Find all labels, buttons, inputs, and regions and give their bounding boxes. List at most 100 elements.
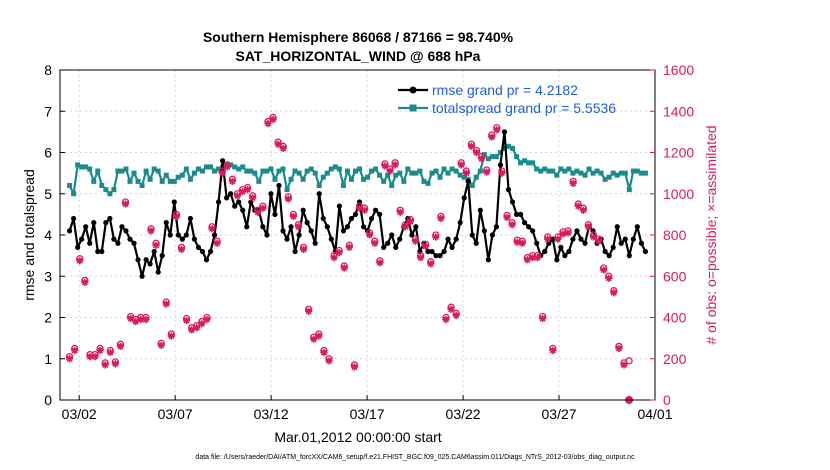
obs-assimilated-point xyxy=(589,233,598,241)
obs-assimilated-point xyxy=(401,223,409,231)
rmse-point xyxy=(513,211,520,217)
rmse-point xyxy=(497,162,504,168)
obs-assimilated-point xyxy=(294,223,303,231)
obs-assimilated-stroke xyxy=(325,357,333,364)
rmse-point xyxy=(75,244,81,250)
obs-assimilated-point xyxy=(162,300,170,308)
obs-assimilated-point xyxy=(594,237,603,245)
obs-assimilated-stroke xyxy=(219,170,226,177)
obs-assimilated-point xyxy=(472,148,481,157)
totalspread-point xyxy=(332,164,338,170)
obs-assimilated-point xyxy=(96,346,104,355)
legend-rmse-label: rmse grand pr = 4.2182 xyxy=(432,82,578,98)
totalspread-point xyxy=(618,170,624,176)
rmse-point xyxy=(215,199,222,205)
obs-assimilated-stroke xyxy=(488,133,495,141)
obs-assimilated-point xyxy=(157,341,165,349)
totalspread-point xyxy=(461,174,467,180)
rmse-point xyxy=(352,211,359,217)
rmse-point xyxy=(99,248,105,255)
obs-assimilated-point xyxy=(249,194,257,202)
obs-assimilated-stroke xyxy=(346,244,353,251)
obs-assimilated-point xyxy=(422,242,430,250)
rmse-point xyxy=(433,253,439,259)
totalspread-point xyxy=(530,160,536,166)
right-y-tick-label: 600 xyxy=(663,268,687,284)
obs-assimilated-point xyxy=(172,212,181,221)
obs-assimilated-point xyxy=(503,213,511,222)
rmse-point xyxy=(143,257,149,263)
obs-assimilated-stroke xyxy=(341,264,348,272)
rmse-point xyxy=(123,228,129,234)
obs-assimilated-point xyxy=(584,223,592,231)
totalspread-point xyxy=(252,170,258,176)
rmse-point xyxy=(284,236,290,242)
totalspread-point xyxy=(485,156,491,162)
rmse-point xyxy=(348,215,355,222)
rmse-point xyxy=(542,248,548,255)
totalspread-point xyxy=(582,172,588,178)
obs-assimilated-point xyxy=(177,245,186,254)
obs-assimilated-stroke xyxy=(473,149,480,156)
obs-assimilated-point xyxy=(518,239,526,247)
left-y-axis-label: rmse and totalspread xyxy=(21,169,37,301)
rmse-point xyxy=(316,191,322,197)
obs-assimilated-point xyxy=(167,332,175,340)
totalspread-point xyxy=(163,172,169,178)
obs-assimilated-stroke xyxy=(366,231,373,239)
rmse-point xyxy=(183,232,189,238)
obs-assimilated-stroke xyxy=(351,363,358,371)
totalspread-point xyxy=(626,187,632,193)
totalspread-point xyxy=(308,166,314,172)
totalspread-point xyxy=(377,172,383,178)
obs-assimilated-point xyxy=(142,315,150,324)
rmse-point xyxy=(473,240,479,246)
obs-assimilated-stroke xyxy=(478,155,485,162)
obs-assimilated-stroke xyxy=(86,353,94,360)
totalspread-point xyxy=(336,166,342,172)
obs-assimilated-point xyxy=(111,360,119,368)
obs-assimilated-point xyxy=(411,237,420,245)
obs-assimilated-stroke xyxy=(173,213,180,220)
right-y-tick-label: 1000 xyxy=(663,186,694,202)
totalspread-point xyxy=(638,170,644,176)
rmse-point xyxy=(135,257,141,263)
totalspread-point xyxy=(284,187,290,193)
obs-assimilated-point xyxy=(432,233,440,241)
x-tick-label: 03/27 xyxy=(542,406,577,422)
left-y-tick-label: 7 xyxy=(44,103,52,119)
rmse-point xyxy=(71,215,77,222)
obs-assimilated-point xyxy=(406,217,414,226)
totalspread-point xyxy=(187,176,193,182)
chart-title-line2: SAT_HORIZONTAL_WIND @ 688 hPa xyxy=(236,48,481,64)
totalspread-point xyxy=(590,170,596,176)
x-axis-label: Mar.01,2012 00:00:00 start xyxy=(274,429,441,445)
obs-assimilated-stroke xyxy=(585,223,592,230)
legend-spread-marker xyxy=(409,104,417,112)
rmse-point xyxy=(526,224,532,230)
rmse-point xyxy=(377,211,383,217)
obs-assimilated-stroke xyxy=(147,227,155,234)
obs-assimilated-stroke xyxy=(330,254,338,261)
rmse-point xyxy=(151,248,157,255)
obs-assimilated-stroke xyxy=(412,238,419,245)
totalspread-point xyxy=(320,174,326,180)
chart-title-line1: Southern Hemisphere 86068 / 87166 = 98.7… xyxy=(203,29,514,45)
obs-assimilated-stroke xyxy=(269,116,277,123)
obs-assimilated-point xyxy=(447,305,455,313)
rmse-point xyxy=(207,248,214,255)
rmse-point xyxy=(642,248,649,255)
left-y-tick-label: 4 xyxy=(44,227,52,243)
obs-assimilated-point xyxy=(335,248,343,257)
totalspread-point xyxy=(505,143,511,149)
totalspread-point xyxy=(381,178,387,184)
totalspread-point xyxy=(389,183,395,188)
rmse-point xyxy=(562,253,568,259)
obs-assimilated-point xyxy=(350,363,359,371)
right-y-tick-label: 400 xyxy=(663,310,687,326)
rmse-point xyxy=(344,224,351,230)
rmse-point xyxy=(115,240,121,246)
obs-assimilated-stroke xyxy=(376,259,383,266)
obs-assimilated-point xyxy=(600,266,608,274)
obs-assimilated-point xyxy=(427,260,435,268)
